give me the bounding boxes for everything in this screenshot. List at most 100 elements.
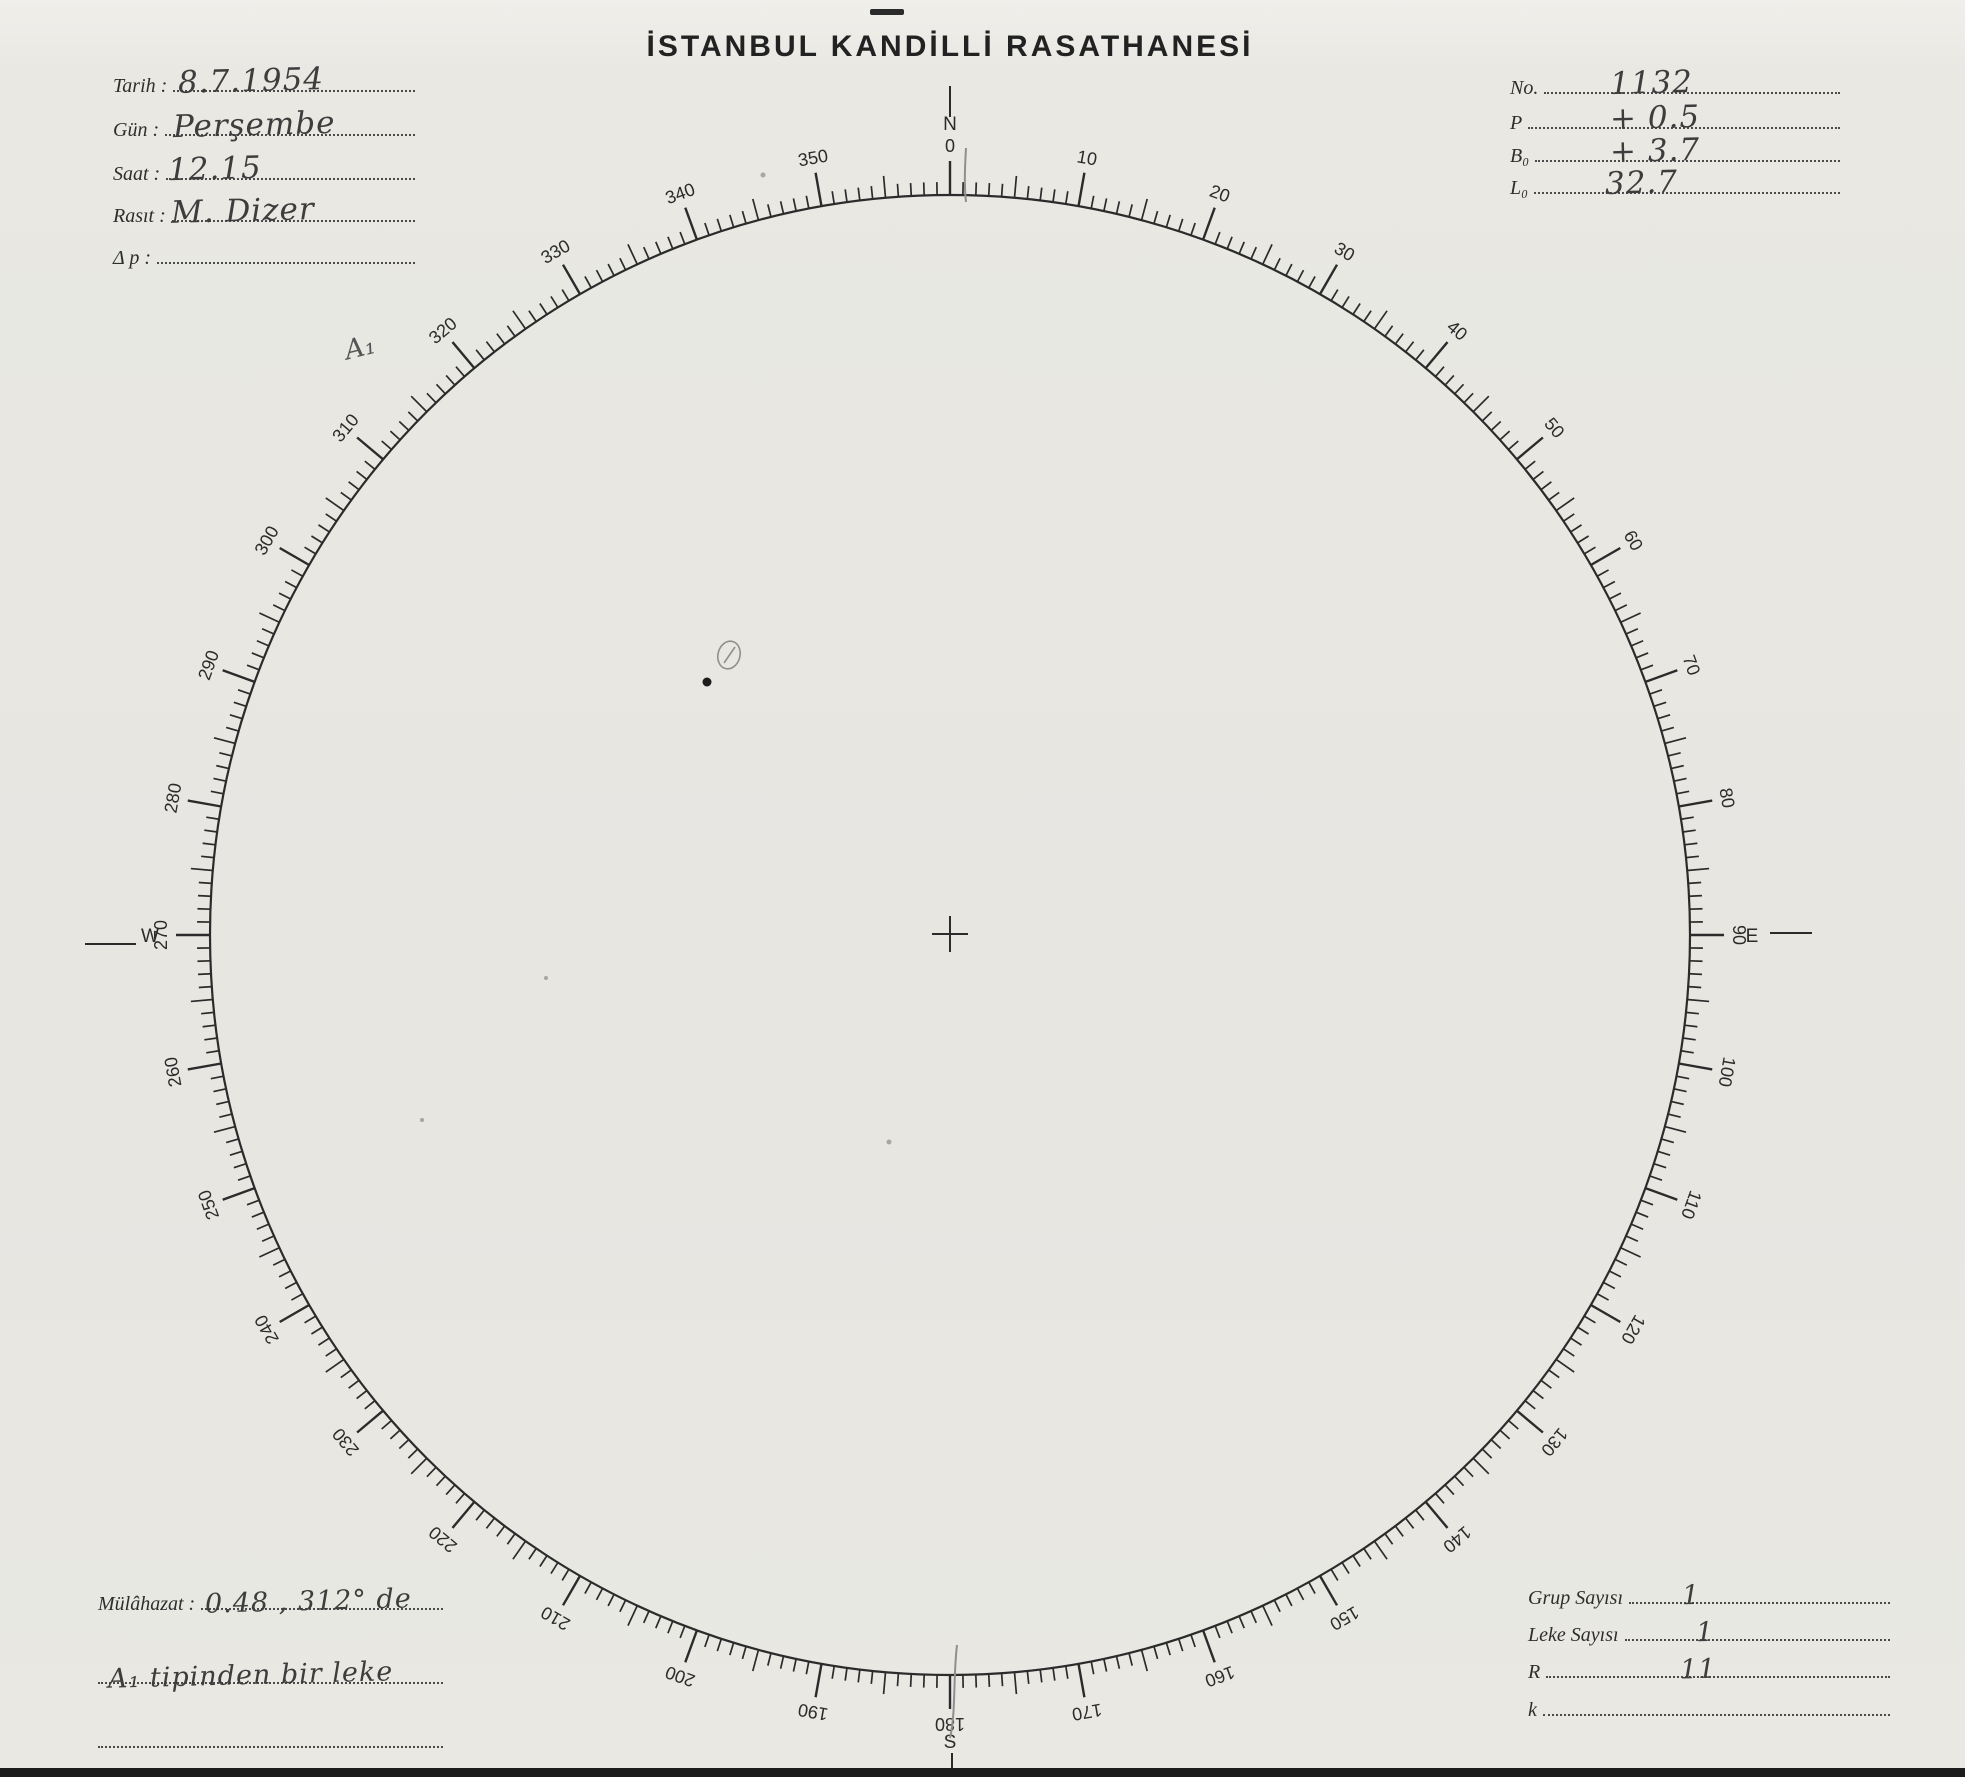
degree-tick: [1664, 1125, 1687, 1134]
degree-tick: [870, 186, 874, 200]
degree-tick: [348, 1379, 360, 1389]
degree-tick: [1661, 726, 1675, 732]
degree-tick: [1434, 1492, 1445, 1504]
leke-sayisi-value: 1: [1695, 1616, 1715, 1649]
b0-value: + 3.7: [1609, 131, 1701, 171]
degree-label: 0: [945, 136, 955, 156]
degree-tick: [584, 275, 592, 289]
degree-tick: [202, 842, 216, 846]
degree-tick: [222, 669, 256, 684]
degree-tick: [539, 1555, 548, 1567]
degree-tick: [1472, 1457, 1490, 1475]
remarks-row-1: Mülâhazat : 0.48 , 312° de: [98, 1574, 443, 1620]
degree-tick: [1590, 1303, 1621, 1324]
degree-tick: [1670, 1100, 1684, 1106]
degree-tick: [561, 264, 582, 295]
degree-tick: [325, 1358, 345, 1373]
degree-tick: [1524, 1400, 1536, 1410]
degree-tick: [1555, 1358, 1575, 1373]
degree-tick: [1685, 855, 1699, 859]
dotted-leader: [1542, 1714, 1890, 1716]
degree-label: 230: [328, 1424, 363, 1460]
degree-tick: [1103, 198, 1108, 212]
degree-label: 120: [1617, 1311, 1649, 1347]
degree-label: 310: [328, 410, 363, 446]
degree-label: 210: [537, 1602, 573, 1634]
handwritten-annotation: A₁: [339, 329, 379, 367]
degree-tick: [1548, 491, 1560, 501]
degree-tick: [1190, 222, 1196, 236]
degree-tick: [805, 1661, 810, 1675]
degree-tick: [1680, 1049, 1694, 1054]
degree-tick: [1687, 867, 1710, 872]
degree-tick: [310, 535, 323, 544]
degree-tick: [496, 333, 506, 345]
degree-label: 10: [1075, 146, 1098, 169]
degree-tick: [198, 881, 212, 885]
degree-tick: [1630, 639, 1644, 647]
degree-tick: [1463, 1466, 1474, 1478]
degree-tick: [1540, 1379, 1552, 1389]
degree-tick: [229, 1150, 243, 1156]
saat-label: Saat :: [113, 163, 161, 185]
degree-tick: [1614, 1258, 1628, 1266]
degree-tick: [1563, 1348, 1575, 1357]
degree-tick: [1128, 1652, 1133, 1666]
degree-tick: [729, 1642, 735, 1656]
dotted-leader: [1624, 1639, 1890, 1641]
degree-tick: [896, 1673, 900, 1687]
degree-tick: [1540, 481, 1552, 491]
degree-tick: [1667, 1113, 1681, 1118]
degree-tick: [389, 1429, 401, 1440]
dotted-leader: [157, 262, 415, 264]
degree-tick: [1664, 736, 1687, 745]
degree-label: 170: [1070, 1700, 1103, 1725]
pencil-stroke: [963, 147, 967, 203]
degree-tick: [1602, 580, 1616, 589]
degree-tick: [767, 204, 772, 218]
degree-label: 280: [161, 781, 186, 814]
no-value: 1132: [1609, 63, 1694, 103]
degree-tick: [213, 1125, 236, 1134]
degree-tick: [607, 1593, 615, 1607]
degree-tick: [1214, 231, 1221, 245]
degree-tick: [426, 392, 437, 404]
degree-tick: [213, 777, 227, 782]
degree-label: 260: [161, 1055, 186, 1088]
degree-tick: [667, 236, 674, 250]
degree-tick: [364, 460, 376, 470]
degree-tick: [279, 1303, 310, 1324]
degree-tick: [1201, 1629, 1216, 1663]
degree-tick: [187, 799, 222, 808]
dotted-leader: [165, 134, 415, 136]
degree-tick: [485, 1517, 496, 1529]
degree-tick: [1570, 1337, 1582, 1346]
degree-tick: [259, 1246, 280, 1258]
degree-tick: [340, 491, 352, 501]
degree-tick: [256, 639, 270, 647]
degree-tick: [1308, 1581, 1316, 1595]
degree-tick: [398, 1439, 410, 1450]
degree-tick: [1330, 289, 1339, 302]
degree-tick: [210, 790, 224, 795]
degree-tick: [1296, 1587, 1305, 1601]
dotted-leader: [98, 1682, 443, 1684]
field-row-b0: B₀ + 3.7: [1510, 131, 1840, 171]
degree-tick: [1532, 470, 1544, 481]
degree-label: 160: [1202, 1662, 1237, 1691]
degree-tick: [1394, 1525, 1404, 1537]
degree-tick: [595, 1587, 604, 1601]
grup-sayisi-label: Grup Sayısı: [1528, 1587, 1623, 1609]
degree-tick: [1140, 198, 1149, 221]
degree-tick: [1499, 430, 1511, 441]
degree-label: 250: [194, 1187, 223, 1222]
degree-tick: [595, 269, 604, 283]
degree-tick: [1384, 325, 1394, 337]
scan-artifact-dash: [870, 9, 904, 15]
degree-tick: [222, 1186, 256, 1201]
degree-tick: [356, 470, 368, 481]
field-row-tarih: Tarih : 8.7.1954: [113, 61, 415, 101]
degree-tick: [1657, 1150, 1671, 1156]
degree-tick: [1250, 1610, 1258, 1624]
